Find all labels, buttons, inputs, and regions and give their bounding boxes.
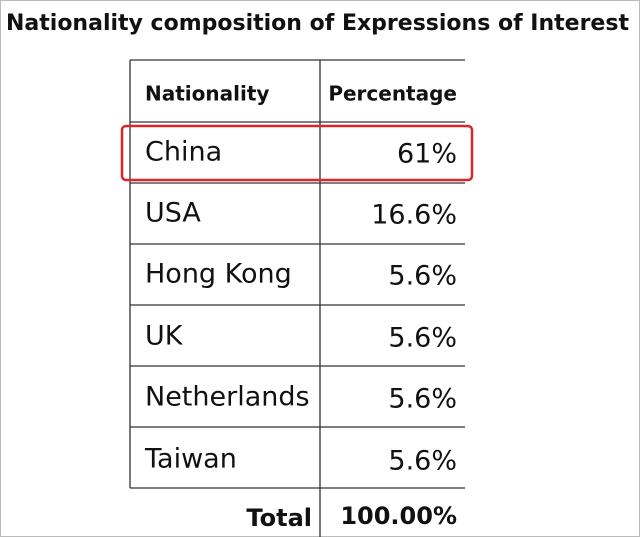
title: Nationality composition of Expressions o… [6, 11, 629, 36]
header-cell: Nationality [145, 82, 269, 106]
cell: 5.6% [388, 446, 457, 477]
cell: UK [145, 321, 184, 352]
cell: Hong Kong [145, 259, 292, 290]
highlight-box [120, 124, 474, 182]
total-value: 100.00% [340, 502, 457, 530]
total-label: Total [246, 504, 312, 532]
cell: USA [145, 198, 201, 229]
cell: Netherlands [145, 382, 310, 413]
table-lines [129, 59, 465, 537]
cell: Taiwan [144, 444, 237, 475]
cell: 61% [397, 139, 457, 170]
cell: 5.6% [388, 323, 457, 354]
cell: 16.6% [371, 200, 457, 231]
cell: 5.6% [388, 261, 457, 292]
cell: 5.6% [388, 384, 457, 415]
header-cell: Percentage [328, 82, 457, 106]
cell: China [145, 137, 222, 168]
